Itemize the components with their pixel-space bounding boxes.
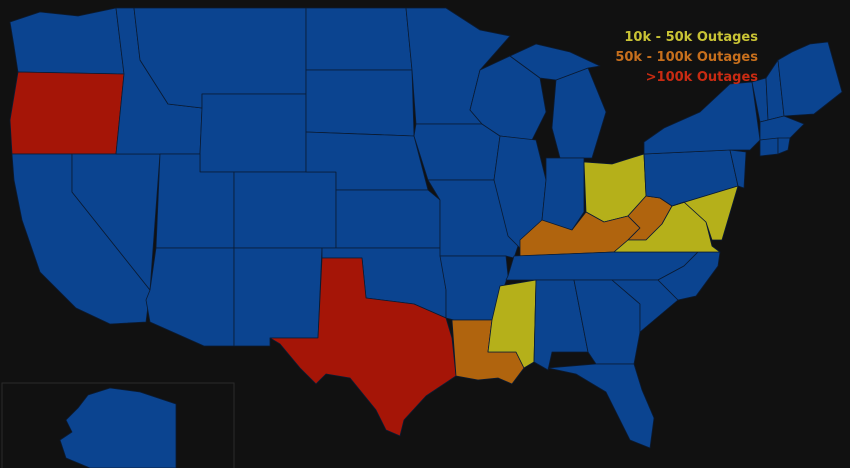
legend-item-tier1: 10k - 50k Outages: [624, 30, 758, 45]
state-connecticut[interactable]: [759, 137, 779, 157]
alaska-inset-frame: [1, 382, 235, 468]
state-iowa[interactable]: [413, 123, 501, 181]
state-south-dakota[interactable]: [305, 69, 415, 137]
state-south-carolina[interactable]: [611, 279, 679, 333]
state-texas[interactable]: [269, 257, 457, 437]
state-new-york[interactable]: [643, 81, 761, 155]
state-rhode-island[interactable]: [777, 137, 791, 155]
state-north-dakota[interactable]: [305, 7, 413, 71]
outage-legend: 10k - 50k Outages 50k - 100k Outages >10…: [615, 28, 758, 88]
state-oregon[interactable]: [9, 71, 125, 155]
state-massachusetts[interactable]: [759, 115, 805, 141]
state-colorado[interactable]: [233, 171, 337, 249]
state-alaska[interactable]: [59, 387, 177, 468]
state-indiana[interactable]: [541, 157, 585, 233]
state-michigan-upper[interactable]: [509, 43, 601, 81]
state-wyoming[interactable]: [199, 93, 307, 173]
state-washington[interactable]: [9, 7, 125, 75]
state-florida[interactable]: [547, 363, 655, 449]
state-new-jersey[interactable]: [729, 149, 747, 189]
legend-item-tier3: >100k Outages: [645, 70, 758, 85]
state-north-carolina[interactable]: [657, 251, 721, 301]
state-new-mexico[interactable]: [233, 247, 323, 347]
legend-item-tier2: 50k - 100k Outages: [615, 50, 758, 65]
state-kansas[interactable]: [335, 189, 441, 249]
state-maine[interactable]: [777, 41, 843, 117]
